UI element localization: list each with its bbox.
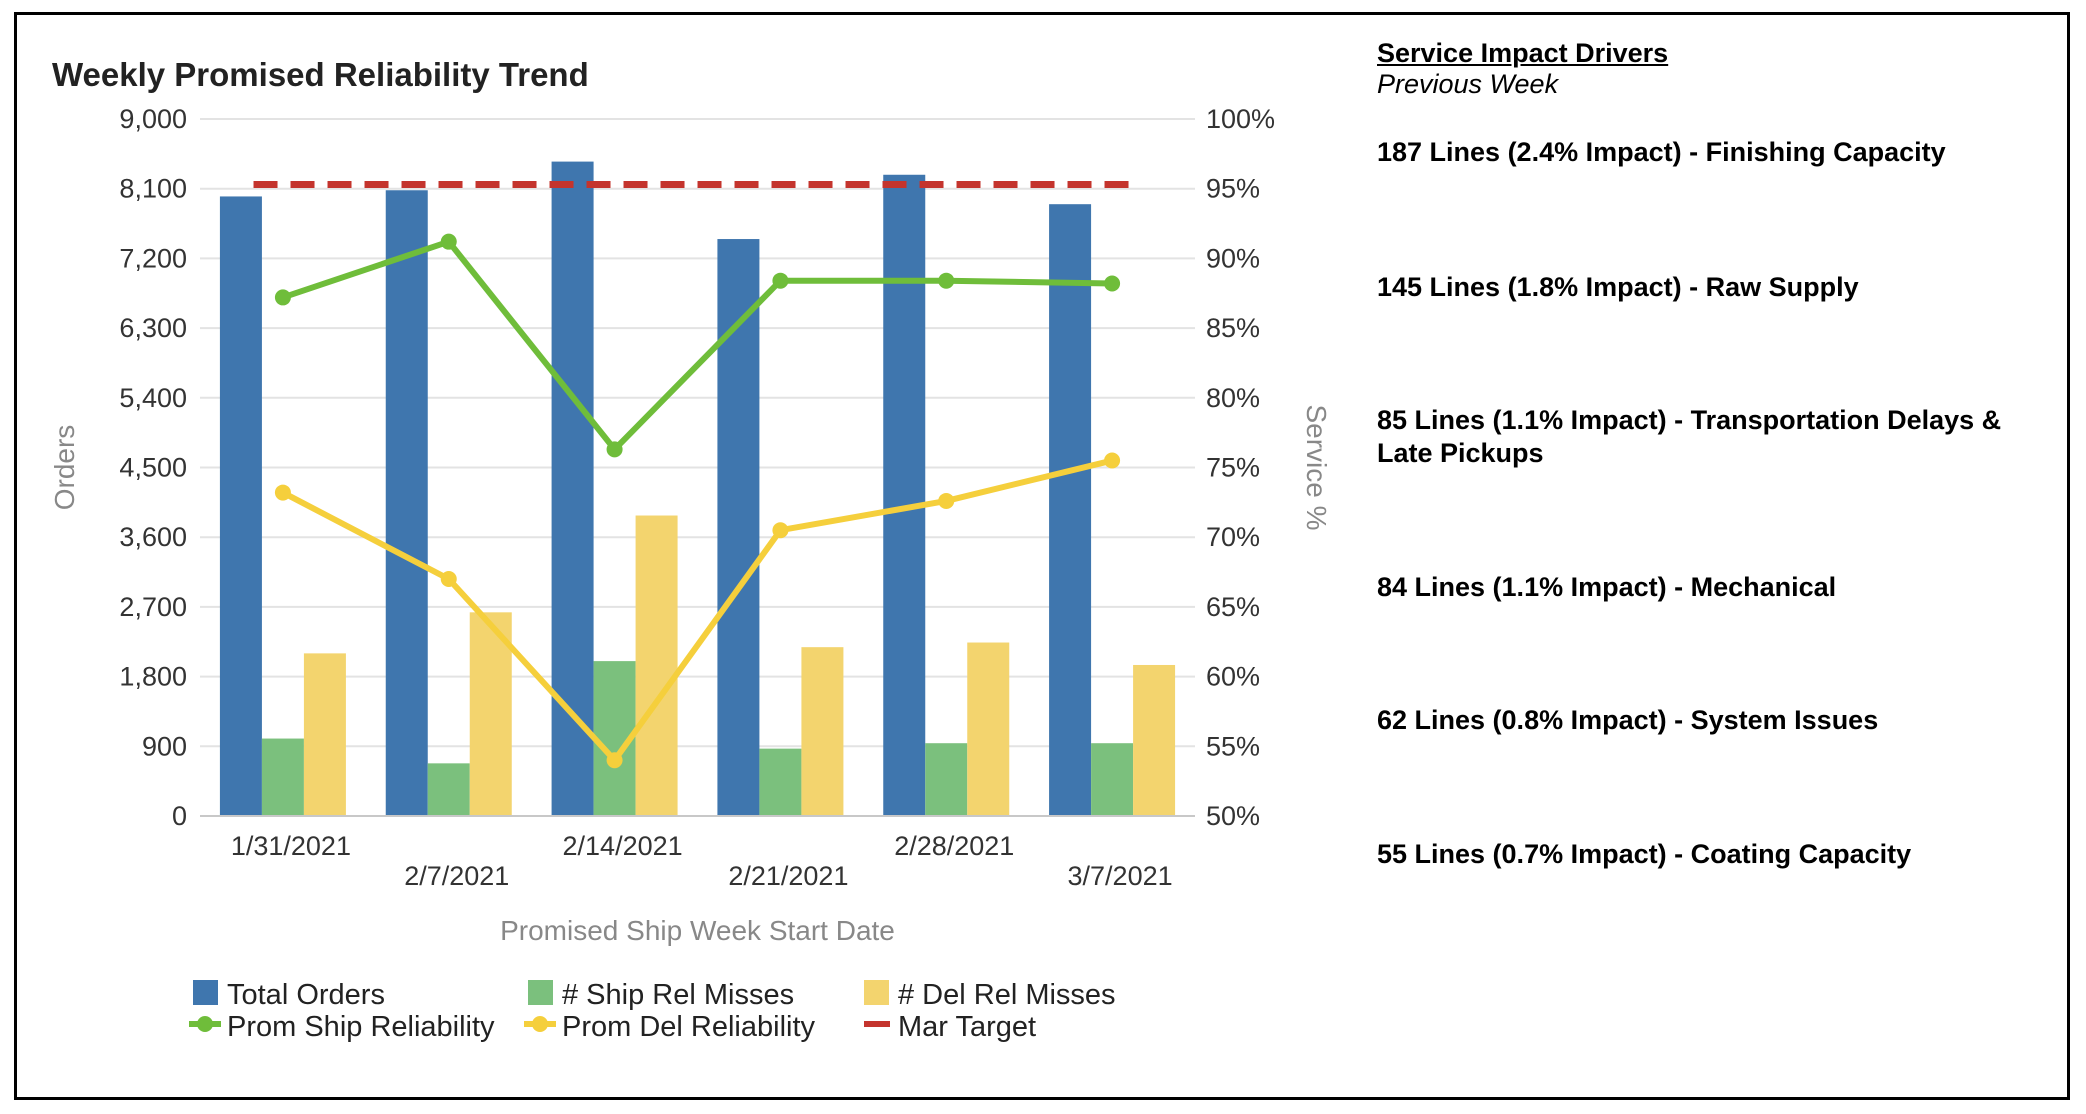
x-tick-label: 3/7/2021	[1068, 861, 1173, 891]
x-tick-label: 2/7/2021	[404, 861, 509, 891]
y-tick-label: 1,800	[119, 662, 187, 692]
bar	[261, 738, 304, 816]
driver-item: 85 Lines (1.1% Impact) - Transportation …	[1377, 405, 2002, 468]
line-point	[274, 484, 291, 501]
bar	[551, 161, 594, 816]
y2-tick-label: 60%	[1206, 662, 1260, 692]
legend-label: Prom Ship Reliability	[227, 1011, 495, 1043]
bar	[635, 515, 678, 816]
legend-label: # Ship Rel Misses	[562, 979, 794, 1011]
bar	[385, 190, 428, 816]
y-tick-label: 6,300	[119, 313, 187, 343]
chart-frame	[14, 12, 2070, 1100]
legend-label: Mar Target	[898, 1011, 1036, 1043]
line-point	[606, 441, 623, 458]
y-tick-label: 4,500	[119, 453, 187, 483]
bar	[1091, 743, 1134, 816]
bar	[967, 642, 1010, 816]
y2-tick-label: 95%	[1206, 174, 1260, 204]
y2-tick-label: 85%	[1206, 313, 1260, 343]
y2-tick-label: 90%	[1206, 243, 1260, 273]
bar	[801, 647, 844, 816]
bar	[219, 196, 262, 816]
driver-item: 62 Lines (0.8% Impact) - System Issues	[1377, 705, 1879, 735]
bar	[759, 748, 802, 816]
legend-swatch	[193, 980, 218, 1005]
chart-title: Weekly Promised Reliability Trend	[52, 56, 589, 93]
driver-item: 145 Lines (1.8% Impact) - Raw Supply	[1377, 272, 1859, 302]
line-point	[772, 522, 789, 539]
series-line	[281, 457, 1113, 764]
line-point	[440, 571, 457, 588]
line-point	[1104, 275, 1121, 292]
bar	[303, 653, 346, 816]
bar	[1049, 204, 1092, 816]
y-tick-label: 8,100	[119, 174, 187, 204]
y2-tick-label: 65%	[1206, 592, 1260, 622]
line-point	[274, 289, 291, 306]
y2-tick-label: 100%	[1206, 104, 1275, 134]
bar	[469, 612, 512, 816]
y2-tick-label: 75%	[1206, 453, 1260, 483]
y-tick-label: 9,000	[119, 104, 187, 134]
y2-tick-label: 55%	[1206, 731, 1260, 761]
y2-tick-label: 70%	[1206, 522, 1260, 552]
line-point	[1104, 452, 1121, 469]
legend-swatch	[197, 1016, 213, 1032]
bar	[883, 174, 926, 816]
y-tick-label: 5,400	[119, 383, 187, 413]
driver-item: 55 Lines (0.7% Impact) - Coating Capacit…	[1377, 839, 1912, 869]
driver-item: 84 Lines (1.1% Impact) - Mechanical	[1377, 572, 1837, 602]
x-tick-label: 2/21/2021	[728, 861, 848, 891]
legend-label: Prom Del Reliability	[562, 1011, 816, 1043]
x-tick-label: 2/28/2021	[894, 831, 1014, 861]
legend-swatch	[532, 1016, 548, 1032]
y2-axis-title: Service %	[1301, 404, 1332, 530]
legend-swatch	[528, 980, 553, 1005]
service-impact-drivers: Service Impact Drivers Previous Week 187…	[1377, 38, 2067, 869]
line-point	[440, 233, 457, 250]
line-point	[772, 272, 789, 289]
legend-swatch	[864, 980, 889, 1005]
drivers-title: Service Impact Drivers	[1377, 38, 1669, 68]
y-tick-label: 0	[172, 801, 187, 831]
line-point	[938, 492, 955, 509]
x-tick-label: 1/31/2021	[231, 831, 351, 861]
y2-tick-label: 80%	[1206, 383, 1260, 413]
y-axis-title: Orders	[49, 425, 80, 511]
y2-tick-label: 50%	[1206, 801, 1260, 831]
bar	[925, 743, 968, 816]
y-tick-label: 900	[142, 731, 187, 761]
legend-label: # Del Rel Misses	[898, 979, 1116, 1011]
line-point	[606, 752, 623, 769]
y-tick-label: 7,200	[119, 243, 187, 273]
driver-item: 187 Lines (2.4% Impact) - Finishing Capa…	[1377, 137, 1946, 167]
y-tick-label: 2,700	[119, 592, 187, 622]
y-tick-label: 3,600	[119, 522, 187, 552]
line-point	[938, 272, 955, 289]
x-tick-label: 2/14/2021	[563, 831, 683, 861]
drivers-subtitle: Previous Week	[1377, 69, 1559, 99]
bar	[1133, 664, 1176, 816]
x-axis-title: Promised Ship Week Start Date	[500, 915, 895, 946]
series-line	[281, 238, 1113, 453]
bar	[427, 763, 470, 816]
legend-label: Total Orders	[227, 979, 385, 1011]
